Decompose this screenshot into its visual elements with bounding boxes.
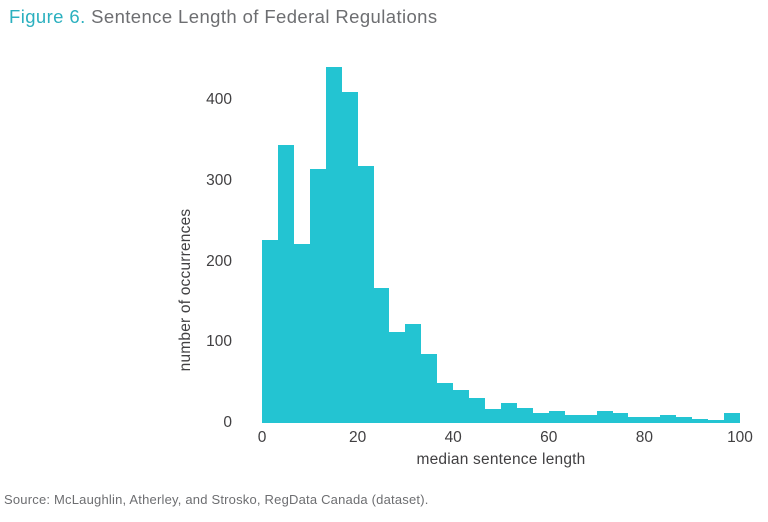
histogram-bar (373, 288, 390, 423)
histogram-bar (676, 416, 693, 423)
x-tick-label: 100 (727, 429, 753, 446)
x-tick-label: 80 (635, 429, 654, 446)
figure-title-text: Sentence Length of Federal Regulations (85, 6, 438, 27)
x-axis-label: median sentence length (416, 451, 586, 468)
histogram-bar (357, 166, 374, 423)
histogram-bar (516, 408, 533, 423)
x-tick-label: 60 (540, 429, 558, 446)
histogram-bar (469, 398, 486, 423)
figure-number: Figure 6. (9, 6, 86, 27)
histogram-bar (437, 382, 454, 423)
histogram-bar (724, 412, 740, 423)
histogram-bar (708, 419, 725, 423)
histogram-bar (501, 402, 517, 423)
histogram-bar (660, 414, 677, 423)
x-tick-label: 20 (348, 429, 367, 446)
histogram-bar (692, 418, 709, 423)
histogram-bar (628, 417, 645, 423)
histogram-bar (341, 92, 358, 423)
histogram-bar (325, 67, 342, 423)
histogram-bar (644, 416, 661, 423)
histogram-bar (485, 409, 501, 423)
histogram-bar (277, 144, 294, 423)
figure-title: Figure 6. Sentence Length of Federal Reg… (9, 6, 438, 28)
source-note: Source: McLaughlin, Atherley, and Strosk… (4, 492, 429, 507)
plot-area (262, 60, 740, 423)
x-tick-label: 0 (257, 429, 267, 446)
histogram-bar (548, 410, 565, 423)
histogram-bar (262, 239, 278, 423)
histogram-bar (532, 412, 549, 423)
y-tick-label: 400 (206, 91, 232, 109)
histogram-bar (421, 354, 438, 423)
y-tick-label: 200 (206, 252, 232, 270)
histogram-bar (580, 414, 597, 423)
histogram-bar (309, 168, 326, 423)
histogram-bar (453, 389, 470, 423)
histogram-bar (405, 323, 422, 423)
y-tick-label: 300 (206, 172, 232, 189)
histogram-bar (596, 410, 613, 423)
histogram-bar (612, 413, 629, 423)
y-tick-label: 100 (206, 333, 232, 351)
histogram-bar (564, 414, 581, 423)
histogram-bar (293, 243, 310, 423)
x-tick-label: 40 (444, 429, 462, 446)
y-tick-label: 0 (223, 414, 232, 431)
histogram-bar (389, 331, 406, 423)
